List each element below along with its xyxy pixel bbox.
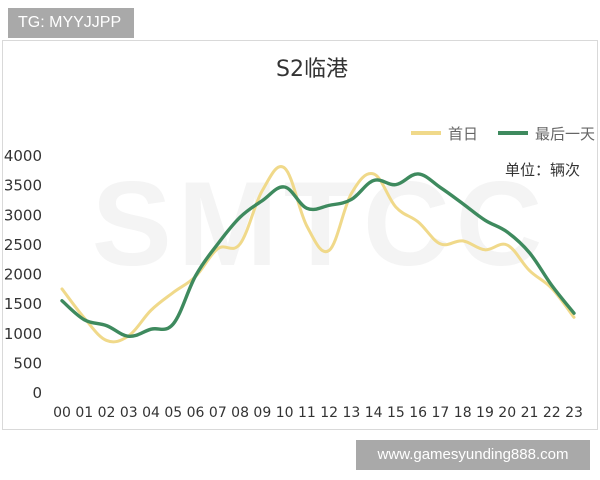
x-tick-label: 03 [120, 405, 138, 421]
data-point [105, 324, 108, 327]
series-line-last-day [60, 172, 576, 339]
data-point [239, 243, 241, 245]
data-point [105, 339, 108, 342]
data-point [550, 284, 553, 287]
data-point [61, 288, 63, 290]
data-point [328, 249, 330, 252]
data-point [528, 269, 531, 272]
data-point [484, 249, 486, 251]
data-point [506, 231, 509, 233]
unit-label: 单位：辆次 [505, 161, 580, 179]
y-tick-label: 2500 [4, 236, 42, 254]
legend: 首日 最后一天 [411, 125, 595, 143]
data-point [573, 312, 575, 314]
x-tick-label: 12 [320, 405, 338, 421]
data-point [217, 247, 219, 250]
x-tick-label: 13 [342, 405, 360, 421]
data-point [461, 240, 464, 242]
data-point [506, 244, 509, 246]
data-point [306, 225, 308, 227]
data-point [261, 199, 264, 202]
data-point [328, 204, 330, 207]
data-point [150, 328, 152, 330]
data-point [172, 323, 175, 325]
x-tick-label: 14 [365, 405, 383, 421]
chart-title: S2临港 [276, 57, 348, 82]
legend-label-last-day: 最后一天 [535, 125, 595, 143]
x-tick-label: 18 [454, 405, 472, 421]
y-tick-label: 500 [13, 354, 42, 372]
data-point [172, 291, 175, 294]
data-point [194, 275, 197, 277]
x-tick-label: 11 [298, 405, 316, 421]
x-tick-label: 19 [476, 405, 494, 421]
data-point [484, 219, 486, 221]
y-tick-label: 3000 [4, 206, 42, 224]
data-point [306, 207, 308, 210]
data-point [439, 243, 442, 245]
x-tick-label: 01 [75, 405, 93, 421]
x-axis-ticks: 00 01 02 03 04 05 06 07 08 09 10 11 12 13 14 15 16 17 18 19… [53, 405, 583, 421]
watermark-text: SMTCC [92, 157, 549, 291]
data-point [127, 335, 130, 338]
x-tick-label: 04 [142, 405, 160, 421]
data-point [283, 167, 286, 169]
x-tick-label: 15 [387, 405, 405, 421]
x-tick-label: 22 [543, 405, 561, 421]
tg-handle-tag: TG: MYYJJPP [8, 8, 134, 38]
data-point [283, 186, 286, 188]
x-tick-label: 02 [98, 405, 116, 421]
x-tick-label: 16 [409, 405, 427, 421]
website-url-tag: www.gamesyunding888.com [356, 440, 590, 470]
data-point [350, 192, 353, 195]
data-point [372, 179, 375, 182]
legend-label-first-day: 首日 [448, 125, 478, 143]
data-point [461, 202, 464, 205]
y-tick-label: 0 [32, 384, 42, 402]
y-tick-label: 4000 [4, 147, 42, 165]
data-point [417, 221, 419, 223]
y-tick-label: 3500 [4, 177, 42, 195]
x-tick-label: 07 [209, 405, 227, 421]
data-point [395, 206, 397, 208]
y-tick-label: 1500 [4, 295, 42, 313]
x-tick-label: 23 [565, 405, 583, 421]
x-tick-label: 06 [187, 405, 205, 421]
x-tick-label: 10 [276, 405, 294, 421]
y-tick-label: 1000 [4, 325, 42, 343]
y-axis-ticks: 0 500 1000 1500 2000 2500 3000 3500 4000 [4, 147, 42, 402]
data-point [439, 186, 442, 189]
x-tick-label: 05 [164, 405, 182, 421]
x-tick-label: 21 [521, 405, 539, 421]
data-point [217, 243, 219, 245]
data-point [61, 299, 63, 302]
y-tick-label: 2000 [4, 266, 42, 284]
series-group [60, 165, 576, 344]
data-point [573, 316, 575, 319]
data-point [528, 251, 531, 254]
x-tick-label: 20 [498, 405, 516, 421]
data-point [350, 198, 353, 201]
series-line-first-day [60, 165, 576, 344]
data-point [261, 189, 264, 192]
x-tick-label: 17 [432, 405, 450, 421]
data-point [150, 309, 152, 312]
x-tick-label: 09 [253, 405, 271, 421]
data-point [417, 173, 419, 175]
data-point [83, 318, 86, 321]
x-tick-label: 00 [53, 405, 71, 421]
x-tick-label: 08 [231, 405, 249, 421]
data-point [239, 216, 241, 219]
chart-frame [2, 40, 598, 430]
data-point [372, 173, 375, 175]
data-point [395, 183, 397, 186]
